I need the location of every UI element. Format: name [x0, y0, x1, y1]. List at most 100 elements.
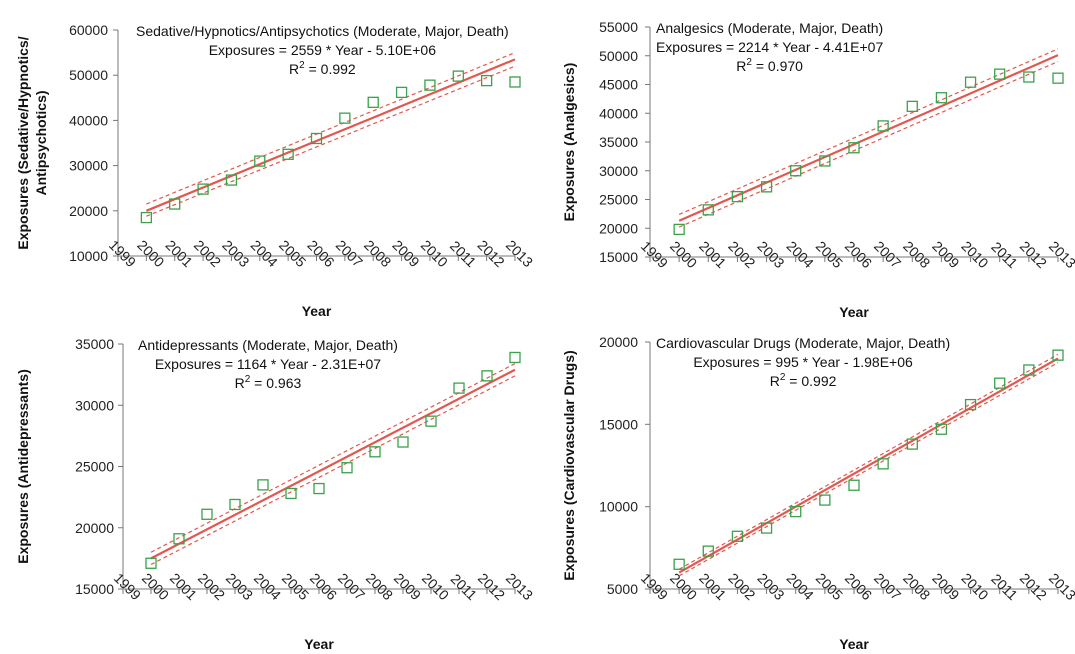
r-squared-value: = 0.970 — [752, 58, 803, 74]
y-tick-label: 35000 — [599, 134, 638, 150]
y-tick-label: 30000 — [69, 158, 108, 174]
data-point — [731, 190, 744, 203]
chart-title: Sedative/Hypnotics/Antipsychotics (Moder… — [136, 23, 509, 39]
data-point — [877, 120, 889, 132]
x-tick-label: 2005 — [276, 237, 309, 270]
x-tick-label: 2000 — [667, 570, 700, 603]
x-tick-label: 2001 — [167, 570, 200, 603]
data-point — [197, 183, 209, 195]
y-axis-label: Exposures (Cardiovascular Drugs) — [561, 350, 577, 580]
data-point — [509, 76, 521, 88]
x-tick-label: 2012 — [475, 570, 508, 603]
y-tick-label: 30000 — [75, 397, 114, 413]
data-point — [964, 76, 977, 88]
r-squared-superscript: 2 — [746, 57, 752, 68]
y-tick-label: 20000 — [599, 334, 638, 350]
y-axis-label: Antipsychotics) — [33, 90, 49, 195]
x-tick-label: 2004 — [251, 570, 284, 603]
y-tick-label: 30000 — [599, 163, 638, 179]
data-point — [453, 382, 465, 394]
x-tick-label: 2000 — [139, 570, 172, 603]
y-tick-label: 10000 — [69, 248, 108, 264]
data-point — [257, 479, 269, 491]
x-tick-label: 2000 — [667, 238, 700, 271]
data-point — [877, 458, 889, 470]
r-squared-superscript: 2 — [299, 60, 305, 71]
x-tick-label: 2008 — [900, 570, 933, 603]
data-point — [994, 377, 1006, 389]
regression-line — [678, 357, 1059, 574]
r-squared-label: R2 = 0.970 — [736, 57, 803, 74]
x-tick-label: 2002 — [725, 570, 758, 603]
chart-title: Cardiovascular Drugs (Moderate, Major, D… — [656, 335, 950, 351]
x-tick-label: 2004 — [248, 237, 281, 270]
r-squared-label: R2 = 0.992 — [770, 372, 837, 389]
regression-equation: Exposures = 995 * Year - 1.98E+06 — [693, 354, 913, 370]
y-tick-label: 15000 — [599, 249, 638, 265]
y-tick-label: 55000 — [599, 19, 638, 35]
x-tick-label: 2005 — [279, 570, 312, 603]
data-point — [339, 112, 351, 124]
x-tick-label: 2010 — [958, 238, 991, 271]
data-point — [673, 223, 685, 236]
y-tick-label: 60000 — [69, 22, 108, 38]
data-point — [760, 522, 773, 534]
data-point — [229, 498, 241, 511]
y-axis-label: Exposures (Analgesics) — [561, 63, 577, 222]
y-tick-label: 40000 — [599, 105, 638, 121]
data-point — [790, 165, 802, 177]
x-tick-label: 2000 — [134, 237, 167, 270]
data-point — [397, 436, 409, 448]
x-tick-label: 2002 — [195, 570, 228, 603]
x-tick-label: 2013 — [503, 237, 536, 270]
x-tick-label: 2007 — [335, 570, 368, 603]
chart-panel-4: 5000100001500020000199920002001200220032… — [561, 334, 1075, 652]
data-point — [310, 132, 323, 145]
y-tick-label: 10000 — [599, 499, 638, 515]
x-axis-label: Year — [302, 303, 332, 319]
y-axis-label: Exposures (Sedative/Hypnotics/ — [15, 36, 31, 249]
r-squared-label: R2 = 0.992 — [289, 60, 356, 77]
data-point — [140, 211, 153, 224]
data-point — [673, 558, 685, 570]
x-tick-label: 2005 — [813, 238, 846, 271]
x-tick-label: 2002 — [191, 237, 224, 270]
data-point — [906, 100, 918, 112]
x-tick-label: 2011 — [448, 571, 481, 604]
x-tick-label: 2006 — [307, 570, 340, 603]
x-tick-label: 2008 — [363, 570, 396, 603]
x-tick-label: 2005 — [813, 570, 846, 603]
data-point — [1023, 71, 1035, 83]
x-tick-label: 2010 — [419, 570, 452, 603]
data-point — [509, 351, 521, 364]
r-squared-superscript: 2 — [780, 372, 786, 383]
x-tick-label: 2007 — [333, 237, 366, 270]
data-point — [173, 533, 185, 545]
x-tick-label: 2010 — [958, 570, 991, 603]
data-point — [819, 155, 831, 167]
data-point — [1052, 72, 1064, 84]
data-point — [225, 174, 238, 186]
y-tick-label: 20000 — [69, 203, 108, 219]
x-tick-label: 2008 — [900, 238, 933, 271]
x-tick-label: 2006 — [842, 570, 875, 603]
y-tick-label: 45000 — [599, 77, 638, 93]
x-tick-label: 2012 — [474, 237, 507, 270]
x-tick-label: 2002 — [725, 238, 758, 271]
data-point — [906, 438, 918, 450]
x-tick-label: 1999 — [111, 570, 144, 603]
x-tick-label: 2012 — [1017, 238, 1050, 271]
y-tick-label: 50000 — [599, 48, 638, 64]
x-tick-label: 2003 — [223, 570, 256, 603]
data-point — [819, 494, 831, 506]
x-tick-label: 2006 — [842, 238, 875, 271]
y-tick-label: 15000 — [599, 416, 638, 432]
x-tick-label: 2007 — [871, 238, 904, 271]
data-point — [702, 545, 714, 557]
ci-upper-line — [678, 353, 1059, 570]
data-point — [964, 398, 977, 411]
x-tick-label: 2009 — [389, 237, 422, 270]
data-point — [731, 530, 744, 542]
regression-equation: Exposures = 2214 * Year - 4.41E+07 — [656, 39, 883, 55]
